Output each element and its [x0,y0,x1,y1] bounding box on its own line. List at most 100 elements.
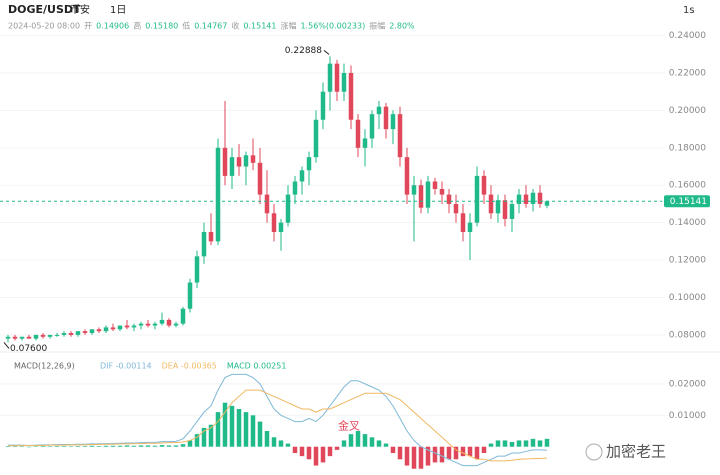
candle-body [82,331,88,334]
candle-body [369,114,375,139]
macd-bar [299,446,305,457]
macd-bar [257,421,263,447]
candle-body [40,334,46,337]
macd-bar [180,444,186,447]
macd-bar [285,443,291,447]
macd-bar [439,446,445,463]
macd-bar [537,440,543,447]
candle-body [390,114,396,130]
macd-title: MACD(12,26,9) [14,362,75,371]
info-item: 涨幅 [280,21,296,31]
candle-body [208,232,214,242]
low-label: 0.07600 [10,344,47,354]
macd-bar [404,446,410,466]
candle-body [341,72,347,92]
macd-bar [369,437,375,447]
macd-line [8,389,548,462]
candle-body [460,213,466,233]
macd-bar [481,446,487,453]
candle-body [61,333,67,335]
macd-bar [68,446,74,447]
candle-body [530,192,536,204]
macd-bar [446,446,452,460]
macd-bar [236,409,242,447]
candle-body [159,319,165,324]
macd-bar [173,445,179,447]
candle-body [467,222,473,233]
y-tick-label: 0.22000 [669,68,706,78]
candle-body [54,334,60,336]
macd-bar [131,445,137,447]
candle-body [474,175,480,223]
candle-body [89,329,95,334]
candle-body [152,323,158,326]
candle-body [19,336,25,339]
candle-body [509,203,515,219]
macd-bar [530,438,536,447]
macd-bar [292,446,298,453]
candle-body [138,323,144,326]
y-tick-label: 0.02000 [669,379,706,389]
candle-body [278,222,284,233]
candle-body [145,323,151,326]
candle-body [327,63,333,92]
macd-bar [229,405,235,447]
info-item: 开 [84,22,92,31]
macd-bar [194,434,200,447]
macd-bar [201,427,207,447]
info-item: 高 [133,21,141,31]
interval-button[interactable]: 1s [683,5,695,16]
info-item: 低 [182,21,190,31]
candle-body [495,200,501,214]
macd-bar [124,445,130,447]
interval[interactable]: 1日 [110,5,126,16]
candle-body [348,72,354,120]
candle-body [488,194,494,214]
info-item: 2024-05-20 08:00 [8,22,80,31]
candle-body [68,333,74,335]
symbol[interactable]: DOGE/USDT [8,3,81,16]
high-label: 0.22888 [285,46,322,56]
macd-bar [390,446,396,453]
candle-body [453,203,459,214]
macd-bar [453,446,459,460]
candle-body [124,325,130,328]
macd-bar [145,445,151,447]
macd-bar [411,446,417,469]
candle-body [544,201,550,206]
macd-bar [516,440,522,447]
y-tick-label: 0.14000 [669,218,706,228]
candle-body [306,157,312,171]
macd-bar [75,446,81,447]
macd-bar [12,446,18,447]
candle-body [12,336,18,339]
macd-bar [502,440,508,447]
candle-body [229,157,235,176]
candle-body [285,194,291,223]
y-tick-label: 0.18000 [669,143,706,153]
candle-body [362,138,368,148]
legend-entry: MACD 0.00251 [227,362,287,371]
candle-body [243,155,249,167]
macd-bar [432,446,438,463]
candle-body [299,170,305,182]
last-price-label: 0.15141 [670,197,707,207]
macd-bar [425,446,431,466]
exchange: 币安 [70,3,90,16]
info-item: 振幅 [369,21,385,31]
legend-entry: DEA -0.00365 [162,362,217,371]
info-item: 0.14906 [96,22,129,31]
candle-body [201,232,207,257]
candle-body [411,185,417,195]
candle-body [117,325,123,330]
candle-body [75,331,81,335]
macd-bar [495,440,501,447]
macd-bar [383,443,389,447]
candle-body [292,181,298,195]
y-tick-label: 0.01000 [669,411,706,421]
candle-body [516,194,522,204]
watermark-icon [585,443,603,461]
macd-bar [341,440,347,447]
macd-bar [509,442,515,447]
macd-bar [152,445,158,447]
